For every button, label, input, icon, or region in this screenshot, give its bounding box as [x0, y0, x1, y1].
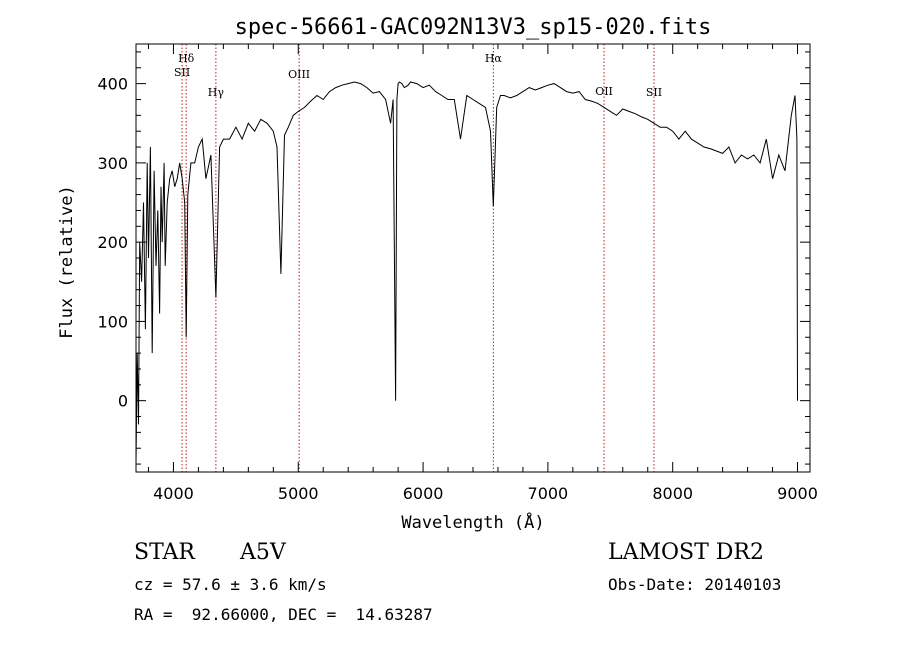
x-tick-label: 9000: [777, 484, 818, 503]
y-tick-label: 100: [97, 312, 128, 331]
x-tick-label: 7000: [528, 484, 569, 503]
line-marker-label: Hδ: [178, 52, 195, 65]
chart-title: spec-56661-GAC092N13V3_sp15-020.fits: [235, 15, 712, 40]
observation-date: Obs-Date: 20140103: [608, 575, 782, 594]
y-tick-label: 0: [118, 392, 128, 411]
line-marker-label: Hα: [485, 52, 503, 65]
line-marker-label: OII: [595, 85, 613, 98]
line-marker-label: OIII: [288, 68, 310, 81]
y-axis-label: Flux (relative): [57, 185, 77, 339]
axes: 4000 5000 6000 7000 8000 9000 0 100 200 300 400: [97, 44, 818, 503]
spectrum-series: [135, 81, 798, 465]
x-tick-label: 8000: [652, 484, 693, 503]
ra-dec: RA = 92.66000, DEC = 14.63287: [134, 605, 433, 624]
survey-name: LAMOST DR2: [608, 540, 764, 565]
line-marker-label: SII: [174, 66, 190, 79]
spectrum-line: [135, 81, 798, 465]
y-tick-label: 200: [97, 233, 128, 252]
spectral-subclass: A5V: [240, 540, 286, 565]
redshift-cz: cz = 57.6 ± 3.6 km/s: [134, 575, 327, 594]
x-tick-label: 5000: [278, 484, 319, 503]
y-tick-label: 400: [97, 75, 128, 94]
line-marker-label: Hγ: [208, 86, 225, 99]
x-tick-label: 6000: [403, 484, 444, 503]
line-marker-label: SII: [646, 86, 662, 99]
y-tick-label: 300: [97, 154, 128, 173]
object-type: STAR: [134, 540, 195, 565]
x-axis-label: Wavelength (Å): [401, 511, 544, 533]
x-tick-label: 4000: [153, 484, 194, 503]
plot-frame: [135, 43, 811, 473]
